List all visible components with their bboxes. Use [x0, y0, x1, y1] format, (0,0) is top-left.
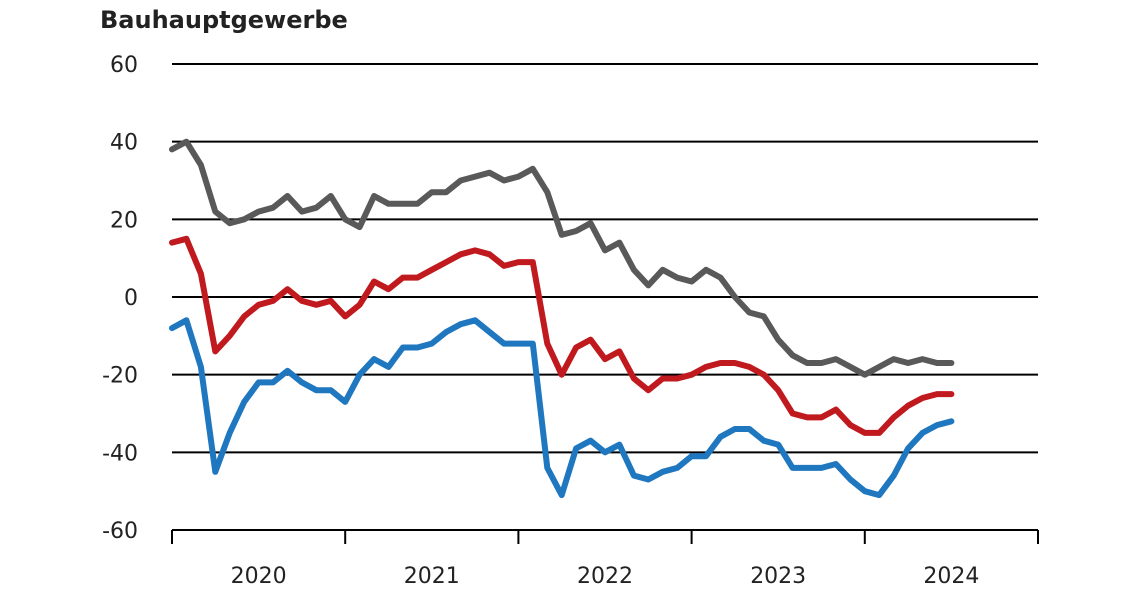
y-tick-label: 0 — [124, 286, 138, 311]
y-tick-label: -60 — [102, 519, 138, 544]
chart-title: Bauhauptgewerbe — [100, 6, 348, 34]
series-line-2 — [169, 235, 955, 436]
y-tick-label: 60 — [110, 53, 138, 78]
y-tick-label: -40 — [102, 441, 138, 466]
series-line-3 — [169, 317, 955, 499]
series-lines — [169, 138, 955, 499]
series-line-1 — [169, 138, 955, 378]
gridlines — [172, 63, 1038, 531]
x-tick-label: 2021 — [404, 564, 460, 589]
y-tick-label: 20 — [110, 208, 138, 233]
y-tick-label: 40 — [110, 131, 138, 156]
x-tick-label: 2020 — [231, 564, 287, 589]
y-axis: 60 40 20 0 -20 -40 -60 — [102, 53, 138, 544]
x-tick-label: 2022 — [577, 564, 633, 589]
x-tick-label: 2023 — [750, 564, 806, 589]
y-tick-label: -20 — [102, 364, 138, 389]
x-tick-label: 2024 — [923, 564, 979, 589]
x-axis: 2020 2021 2022 2023 2024 — [171, 530, 1039, 589]
